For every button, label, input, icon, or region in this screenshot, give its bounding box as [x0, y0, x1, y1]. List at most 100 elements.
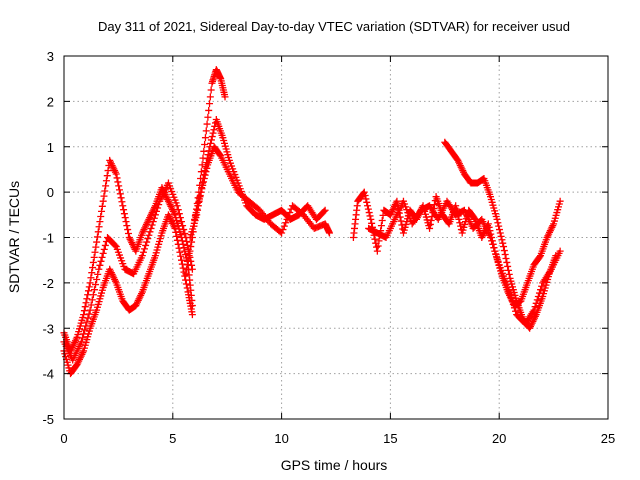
data-point — [81, 326, 89, 334]
segment-points — [202, 86, 215, 135]
data-point — [146, 228, 154, 236]
data-point — [138, 252, 146, 260]
data-point — [95, 223, 103, 231]
segment-points — [226, 172, 241, 194]
data-point — [111, 241, 119, 249]
chart-title: Day 311 of 2021, Sidereal Day-to-day VTE… — [98, 19, 570, 34]
data-point — [552, 252, 560, 260]
segment-points — [96, 237, 110, 269]
data-point — [556, 247, 564, 255]
data-point — [367, 215, 375, 223]
segment-points — [546, 254, 559, 276]
segment-points — [113, 174, 126, 206]
data-point — [182, 276, 190, 284]
data-point — [92, 281, 100, 289]
y-tick-label: -5 — [42, 412, 54, 427]
data-point — [116, 190, 124, 198]
segment-points — [218, 154, 232, 176]
data-point — [185, 252, 193, 260]
segment-points — [494, 219, 507, 247]
segment-points — [146, 254, 159, 276]
data-point — [195, 198, 203, 206]
data-point — [320, 207, 328, 215]
segment-points — [139, 228, 154, 256]
segment-points — [61, 340, 76, 362]
segment-points — [178, 260, 191, 292]
data-point — [199, 181, 207, 189]
data-point — [486, 234, 494, 241]
y-tick-label: 2 — [47, 94, 54, 109]
data-point — [88, 269, 96, 277]
segment-points — [139, 272, 152, 294]
data-point — [97, 257, 105, 265]
data-point — [182, 280, 190, 288]
data-point — [195, 195, 203, 203]
data-point — [152, 207, 160, 215]
data-point — [182, 270, 190, 278]
data-point — [207, 136, 215, 144]
segment-points — [87, 243, 100, 282]
data-point — [82, 322, 90, 330]
data-point — [84, 314, 92, 322]
data-point — [176, 214, 184, 222]
data-point — [176, 248, 184, 256]
data-point — [83, 318, 91, 326]
segment-points — [113, 245, 128, 270]
data-point — [489, 240, 497, 248]
data-point — [365, 209, 373, 217]
axis-ticks: 0 5 10 15 20 25 -5 -4 -3 -2 -1 0 1 2 3 — [42, 49, 615, 446]
data-point — [186, 247, 194, 255]
segment-points — [455, 158, 468, 176]
grid — [64, 56, 608, 419]
data-point — [83, 295, 91, 303]
data-point — [284, 212, 292, 220]
data-point — [182, 251, 190, 259]
data-point — [501, 251, 509, 259]
segment-points — [401, 200, 415, 225]
data-point — [173, 236, 181, 244]
data-point — [192, 209, 200, 217]
data-point — [393, 197, 401, 205]
y-tick-label: 1 — [47, 140, 54, 155]
segment-points — [166, 182, 180, 207]
data-point — [373, 247, 381, 255]
data-point — [183, 241, 191, 249]
data-point — [82, 299, 90, 307]
data-point — [173, 232, 181, 240]
segment-points — [479, 218, 493, 239]
data-point — [502, 254, 510, 262]
data-point — [113, 174, 121, 182]
data-point — [377, 222, 385, 230]
data-point — [102, 182, 110, 190]
data-point — [85, 283, 93, 291]
series-track-g — [349, 188, 564, 310]
data-point — [506, 290, 514, 298]
data-point — [94, 228, 102, 236]
y-tick-label: -4 — [42, 367, 54, 382]
data-point — [493, 215, 501, 223]
data-point — [98, 253, 106, 261]
data-point — [184, 256, 192, 264]
segment-points — [290, 203, 306, 218]
data-point — [500, 247, 508, 255]
data-point — [84, 287, 92, 295]
data-point — [495, 222, 503, 230]
x-tick-label: 25 — [601, 431, 615, 446]
data-point — [95, 265, 103, 273]
data-point — [183, 265, 191, 273]
data-point — [151, 211, 159, 219]
data-point — [120, 210, 128, 218]
series-track-c — [60, 179, 196, 364]
data-point — [89, 258, 97, 266]
data-point — [191, 215, 199, 223]
data-point — [144, 235, 152, 243]
y-tick-label: -2 — [42, 276, 54, 291]
data-point — [118, 198, 126, 206]
segment-points — [93, 202, 106, 241]
data-point — [361, 192, 369, 200]
segment-points — [488, 237, 502, 265]
segment-points — [152, 232, 165, 257]
data-point — [155, 201, 163, 209]
data-point — [499, 239, 507, 247]
